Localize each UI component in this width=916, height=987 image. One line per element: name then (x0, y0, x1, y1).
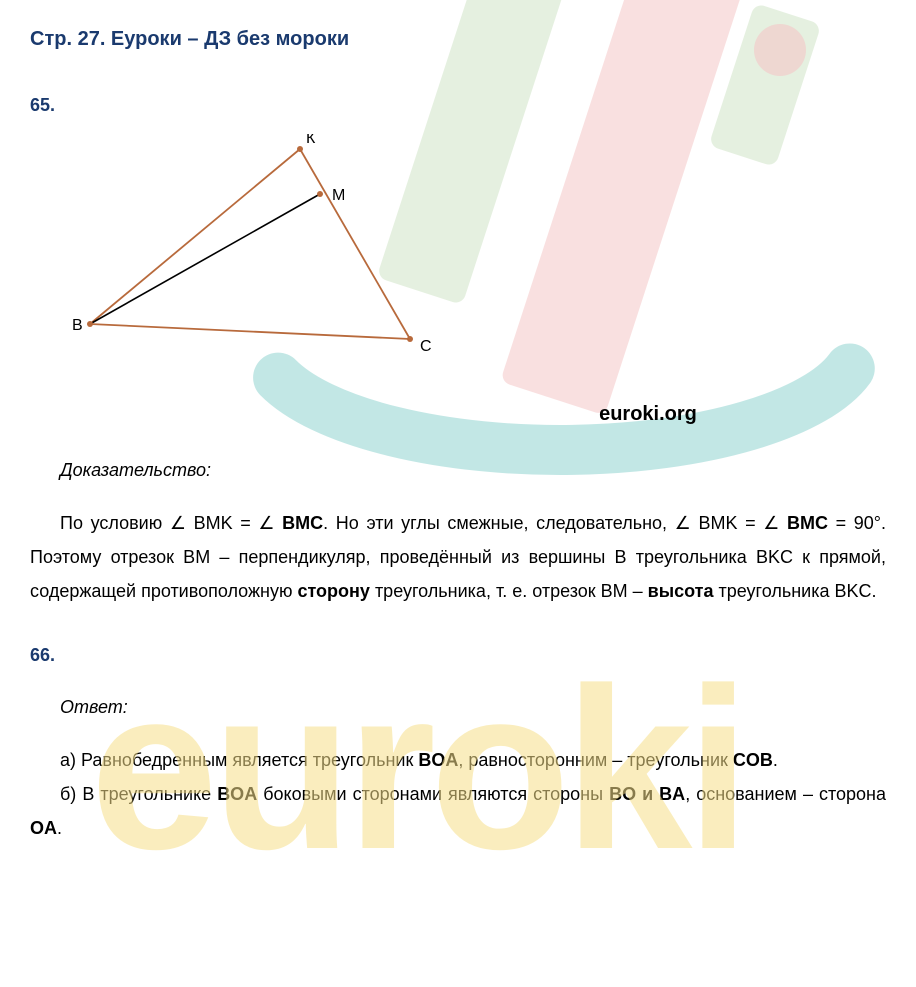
svg-text:М: М (332, 187, 345, 204)
answer-part-b: б) В треугольнике BOA боковыми сторонами… (30, 777, 886, 845)
svg-text:B: B (72, 317, 83, 334)
answer-label: Ответ: (30, 690, 886, 724)
exercise-66-number: 66. (30, 638, 886, 672)
site-url-label: euroki.org (410, 395, 886, 433)
proof-text: По условию ∠ BMK = ∠ BMC. Но эти углы см… (30, 506, 886, 609)
svg-text:К: К (306, 134, 316, 147)
svg-text:С: С (420, 338, 432, 355)
triangle-diagram: B К С М (70, 134, 886, 375)
exercise-65-number: 65. (30, 88, 886, 122)
page-title: Стр. 27. Еуроки – ДЗ без мороки (30, 20, 886, 58)
page-content: Стр. 27. Еуроки – ДЗ без мороки 65. B К С М… (30, 20, 886, 845)
answer-part-a: а) Равнобедренным является треугольник B… (30, 743, 886, 777)
triangle-diagram-svg: B К С М (70, 134, 450, 364)
proof-label: Доказательство: (30, 453, 886, 487)
